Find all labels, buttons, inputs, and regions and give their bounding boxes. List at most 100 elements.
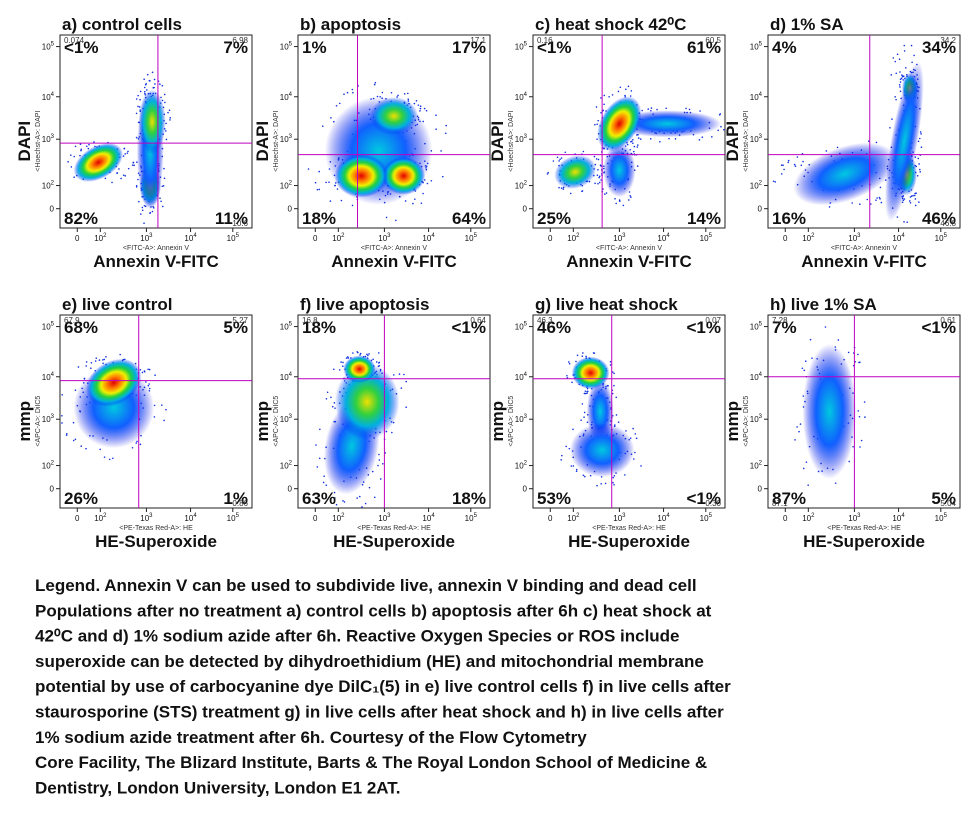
event-dot [890, 74, 893, 76]
tick-label: 0 [313, 234, 318, 243]
x-param: <PE-Texas Red-A>: HE [827, 525, 901, 532]
event-dot [366, 353, 368, 356]
event-dot [378, 453, 380, 456]
event-dot [335, 104, 338, 107]
event-dot [444, 132, 447, 135]
event-dot [330, 117, 332, 119]
y-axis-label: mmp [15, 401, 34, 442]
tick-label: 103 [378, 513, 391, 523]
event-dot [571, 381, 573, 384]
event-dot [617, 90, 620, 93]
event-dot [599, 164, 602, 166]
tick-base: 10 [613, 234, 622, 243]
density-blob [369, 97, 419, 135]
tick-label: 104 [892, 233, 905, 243]
event-dot [903, 44, 906, 47]
event-dot [889, 126, 891, 129]
event-dot [736, 119, 738, 121]
tick-label: 0 [783, 514, 788, 523]
tick-label: 105 [280, 42, 293, 52]
tick-label: 103 [280, 134, 293, 144]
tick-label: 0 [75, 234, 80, 243]
event-dot [307, 168, 310, 170]
event-dot [626, 143, 629, 146]
quadrant-value: 46.8 [940, 219, 956, 228]
tick-base: 10 [184, 234, 193, 243]
density-blob [334, 154, 389, 198]
y-axis-label: DAPI [15, 121, 34, 162]
tick-base: 10 [750, 462, 759, 471]
event-dot [597, 158, 600, 161]
quadrant-percent: 7% [772, 318, 797, 337]
event-dot [377, 352, 380, 354]
tick-label: 104 [515, 372, 528, 382]
event-dot [799, 423, 802, 425]
event-dot [143, 86, 146, 89]
event-dot [913, 54, 915, 57]
event-dot [419, 107, 422, 110]
event-dot [325, 181, 327, 184]
event-dot [108, 458, 111, 461]
event-dot [143, 78, 145, 81]
event-dot [894, 60, 897, 63]
event-dot [131, 164, 134, 166]
tick-base: 10 [465, 514, 474, 523]
tick-base: 10 [42, 182, 51, 191]
quadrant-percent: 18% [302, 318, 336, 337]
quadrant-percent: 46% [537, 318, 571, 337]
tick-label: 103 [378, 233, 391, 243]
event-dot [614, 198, 616, 200]
tick-exp: 4 [901, 233, 905, 239]
tick-base: 10 [280, 182, 289, 191]
tick-exp: 2 [811, 233, 815, 239]
tick-label: 104 [750, 92, 763, 102]
tick-base: 10 [935, 514, 944, 523]
event-dot [804, 360, 807, 363]
tick-exp: 2 [51, 461, 55, 467]
event-dot [122, 155, 125, 157]
quadrant-percent: 61% [687, 38, 721, 57]
event-dot [917, 157, 920, 160]
event-dot [329, 200, 332, 202]
event-dot [160, 404, 163, 406]
event-dot [135, 186, 138, 188]
event-dot [613, 372, 615, 375]
event-dot [333, 402, 336, 404]
event-dot [637, 144, 639, 146]
event-dot [612, 481, 614, 484]
event-dot [546, 173, 549, 175]
event-dot [153, 86, 155, 89]
tick-base: 10 [567, 514, 576, 523]
y-param: <Hoechst-A>: DAPI [743, 111, 750, 172]
plot-area [532, 314, 726, 509]
event-dot [80, 445, 82, 448]
event-dot [445, 124, 448, 127]
tick-base: 10 [140, 234, 149, 243]
tick-label: 105 [42, 42, 55, 52]
event-dot [425, 109, 428, 112]
tick-base: 10 [515, 415, 524, 424]
event-dot [600, 111, 602, 114]
event-dot [403, 93, 406, 95]
tick-label: 104 [184, 233, 197, 243]
tick-exp: 2 [341, 233, 345, 239]
tick-exp: 2 [576, 233, 580, 239]
event-dot [347, 357, 350, 359]
event-dot [122, 174, 125, 176]
tick-exp: 3 [524, 134, 528, 140]
tick-exp: 5 [944, 513, 948, 519]
event-dot [154, 374, 156, 376]
tick-label: 104 [184, 513, 197, 523]
tick-base: 10 [42, 93, 51, 102]
event-dot [618, 199, 621, 201]
tick-exp: 4 [51, 372, 55, 378]
legend-line: staurosporine (STS) treatment g) in live… [35, 703, 724, 722]
event-dot [796, 156, 799, 158]
event-dot [164, 130, 167, 132]
event-dot [381, 463, 384, 465]
tick-label: 104 [750, 372, 763, 382]
event-dot [340, 199, 343, 202]
quadrant-percent: 25% [537, 209, 571, 228]
event-dot [724, 131, 725, 133]
